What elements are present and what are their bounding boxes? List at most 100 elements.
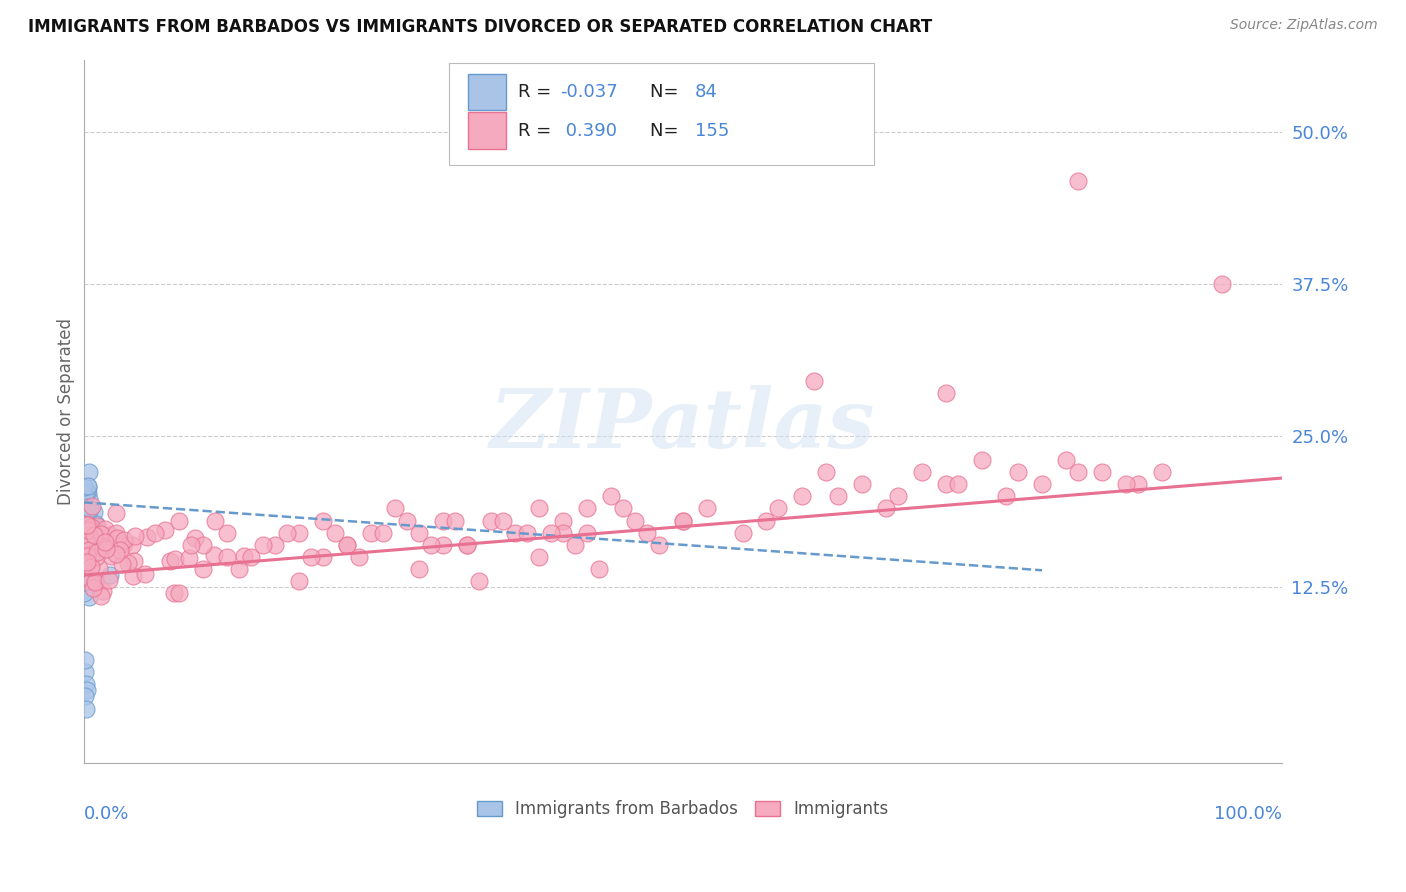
Point [1150,465,1173,479]
Point [76,500,98,514]
Text: 0.0%: 0.0% [83,805,129,823]
Point [75,516,97,531]
Point [91,584,114,599]
Point [875,501,897,516]
Point [252,538,274,552]
Point [76,520,98,534]
Point [73,564,96,578]
Text: -0.037: -0.037 [561,83,619,101]
Point [240,549,263,564]
Point [636,525,658,540]
Point [73,585,96,599]
Point [90,526,112,541]
Point [110,537,132,551]
Point [77,549,100,563]
Point [89,561,111,575]
Point [84,575,107,590]
Point [73,690,96,704]
Point [527,501,550,516]
Point [851,477,873,491]
Point [75,677,97,691]
Point [803,374,825,388]
Point [75,509,97,524]
Point [117,557,139,571]
Point [217,525,239,540]
Point [575,501,598,516]
Point [599,489,621,503]
Point [264,538,287,552]
Point [83,521,105,535]
Point [75,541,97,555]
Text: 100.0%: 100.0% [1213,805,1282,823]
Point [79,560,101,574]
FancyBboxPatch shape [468,74,506,111]
Point [79,541,101,555]
Point [1211,277,1233,291]
Text: IMMIGRANTS FROM BARBADOS VS IMMIGRANTS DIVORCED OR SEPARATED CORRELATION CHART: IMMIGRANTS FROM BARBADOS VS IMMIGRANTS D… [28,18,932,36]
Point [82,538,104,552]
Point [75,541,97,555]
Point [124,529,146,543]
Point [911,465,934,479]
Point [75,534,97,549]
Point [75,701,97,715]
Point [82,538,104,552]
Point [768,501,790,516]
Point [73,515,96,529]
Point [75,515,97,529]
Point [75,569,97,583]
Point [73,488,96,502]
Point [76,555,98,569]
Point [73,531,96,545]
Point [551,514,574,528]
Point [163,585,186,599]
Point [112,533,135,548]
Point [456,538,478,552]
Point [540,525,562,540]
Point [84,573,107,587]
Point [360,525,382,540]
Point [75,552,97,566]
Point [672,514,695,528]
Point [1115,477,1137,491]
Point [73,526,96,541]
Point [93,535,115,549]
Point [456,538,478,552]
Point [77,546,100,560]
Point [79,533,101,548]
Point [76,485,98,500]
Point [995,489,1018,503]
Point [76,524,98,538]
Point [121,538,143,552]
Point [1067,174,1090,188]
Point [516,525,538,540]
Point [468,574,491,589]
Point [79,502,101,516]
Point [384,501,406,516]
Point [75,528,97,542]
Point [83,543,105,558]
Point [184,531,207,545]
Point [93,540,115,554]
Point [527,549,550,564]
FancyBboxPatch shape [468,112,506,149]
Point [80,520,103,534]
Point [82,538,104,552]
Point [108,543,131,558]
Point [312,514,335,528]
Point [73,486,96,500]
Point [76,486,98,500]
Point [177,550,200,565]
Point [288,574,311,589]
Point [80,527,103,541]
Point [75,534,97,549]
Point [551,525,574,540]
Point [588,562,610,576]
Point [105,526,128,541]
Point [827,489,849,503]
Point [948,477,970,491]
Text: 84: 84 [695,83,717,101]
Point [935,477,957,491]
Point [98,568,121,582]
Point [444,514,467,528]
